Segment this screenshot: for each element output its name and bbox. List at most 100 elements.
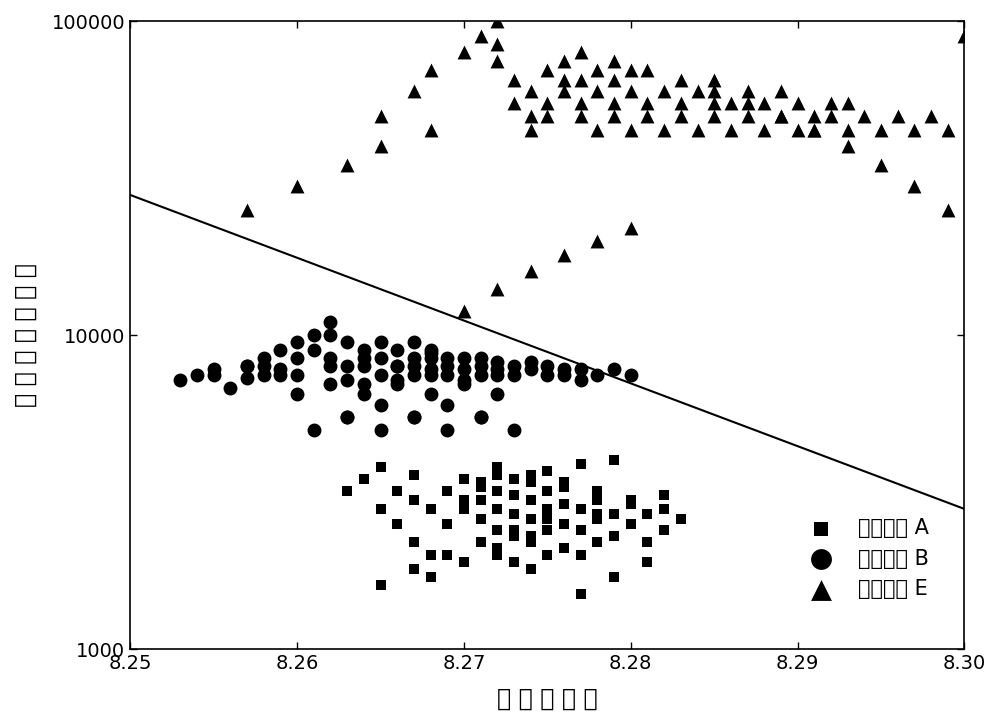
脑电信号 E (523, 110, 539, 122)
脑电信号 A (389, 485, 405, 497)
脑电信号 B (406, 352, 422, 363)
脑电信号 E (773, 110, 789, 122)
脑电信号 B (289, 352, 305, 363)
脑电信号 A (373, 462, 389, 473)
脑电信号 B (272, 344, 288, 355)
脑电信号 E (806, 110, 822, 122)
脑电信号 E (456, 46, 472, 57)
脑电信号 B (473, 411, 489, 423)
脑电信号 B (573, 374, 589, 386)
脑电信号 B (523, 357, 539, 368)
脑电信号 E (906, 180, 922, 191)
脑电信号 A (473, 494, 489, 505)
脑电信号 E (823, 110, 839, 122)
脑电信号 A (423, 503, 439, 515)
脑电信号 E (523, 265, 539, 277)
脑电信号 B (322, 360, 338, 372)
脑电信号 B (339, 374, 355, 386)
脑电信号 B (189, 369, 205, 381)
脑电信号 A (589, 485, 605, 497)
脑电信号 E (756, 97, 772, 109)
脑电信号 A (406, 494, 422, 505)
脑电信号 E (289, 180, 305, 191)
脑电信号 A (406, 536, 422, 547)
脑电信号 A (606, 530, 622, 542)
脑电信号 B (539, 360, 555, 372)
脑电信号 A (373, 503, 389, 515)
脑电信号 B (573, 363, 589, 375)
脑电信号 A (523, 536, 539, 547)
脑电信号 E (706, 75, 722, 86)
脑电信号 B (473, 411, 489, 423)
脑电信号 E (639, 97, 655, 109)
脑电信号 B (623, 369, 639, 381)
脑电信号 E (639, 65, 655, 76)
脑电信号 A (423, 549, 439, 560)
脑电信号 E (523, 125, 539, 136)
脑电信号 B (439, 424, 455, 436)
脑电信号 E (623, 65, 639, 76)
脑电信号 B (606, 363, 622, 375)
脑电信号 A (506, 473, 522, 484)
脑电信号 B (222, 382, 238, 394)
脑电信号 B (389, 360, 405, 372)
脑电信号 E (706, 97, 722, 109)
脑电信号 B (322, 378, 338, 390)
脑电信号 B (206, 369, 222, 381)
脑电信号 E (556, 55, 572, 67)
脑电信号 B (373, 336, 389, 348)
脑电信号 B (423, 363, 439, 375)
脑电信号 E (556, 249, 572, 261)
脑电信号 B (356, 378, 372, 390)
脑电信号 B (506, 360, 522, 372)
脑电信号 E (573, 75, 589, 86)
脑电信号 B (289, 389, 305, 400)
脑电信号 A (473, 536, 489, 547)
脑电信号 B (356, 352, 372, 363)
脑电信号 A (556, 476, 572, 488)
脑电信号 E (423, 125, 439, 136)
脑电信号 E (656, 125, 672, 136)
脑电信号 A (523, 513, 539, 525)
脑电信号 A (506, 489, 522, 501)
脑电信号 B (456, 374, 472, 386)
脑电信号 E (456, 304, 472, 316)
脑电信号 A (623, 498, 639, 510)
脑电信号 E (773, 86, 789, 97)
脑电信号 E (489, 55, 505, 67)
脑电信号 B (239, 373, 255, 384)
脑电信号 A (389, 518, 405, 530)
脑电信号 A (573, 549, 589, 560)
脑电信号 A (523, 530, 539, 542)
脑电信号 E (606, 55, 622, 67)
脑电信号 B (172, 374, 188, 386)
脑电信号 E (923, 110, 939, 122)
脑电信号 E (790, 97, 806, 109)
脑电信号 E (573, 97, 589, 109)
脑电信号 E (873, 159, 889, 170)
脑电信号 E (589, 65, 605, 76)
脑电信号 B (589, 369, 605, 381)
脑电信号 E (706, 110, 722, 122)
脑电信号 B (339, 411, 355, 423)
脑电信号 A (606, 571, 622, 583)
脑电信号 E (339, 159, 355, 170)
脑电信号 A (406, 469, 422, 481)
脑电信号 E (740, 110, 756, 122)
脑电信号 E (723, 97, 739, 109)
脑电信号 B (556, 369, 572, 381)
脑电信号 B (406, 360, 422, 372)
脑电信号 A (556, 518, 572, 530)
脑电信号 B (439, 369, 455, 381)
脑电信号 E (806, 125, 822, 136)
脑电信号 E (589, 125, 605, 136)
脑电信号 B (439, 352, 455, 363)
脑电信号 A (573, 458, 589, 470)
脑电信号 B (306, 424, 322, 436)
脑电信号 E (656, 86, 672, 97)
脑电信号 B (289, 336, 305, 348)
脑电信号 B (489, 369, 505, 381)
脑电信号 E (756, 125, 772, 136)
脑电信号 A (506, 524, 522, 536)
脑电信号 A (523, 476, 539, 488)
